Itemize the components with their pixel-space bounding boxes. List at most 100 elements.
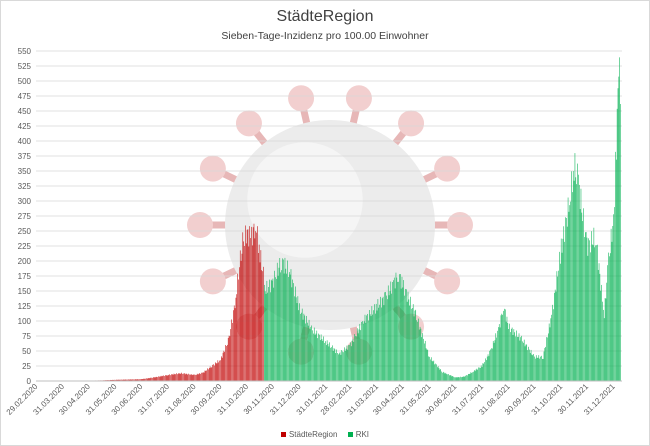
bar bbox=[346, 345, 348, 381]
bar bbox=[553, 309, 554, 381]
bar bbox=[330, 347, 331, 381]
bar bbox=[575, 177, 577, 381]
bar bbox=[301, 308, 303, 381]
spike-head bbox=[199, 155, 226, 182]
bar bbox=[171, 374, 173, 381]
bar bbox=[396, 277, 398, 381]
y-tick-label: 100 bbox=[18, 317, 32, 326]
bar bbox=[291, 287, 293, 381]
coronavirus-background-icon bbox=[187, 85, 473, 365]
bar bbox=[571, 171, 572, 381]
bar bbox=[326, 340, 328, 381]
bar bbox=[118, 379, 120, 381]
bar bbox=[323, 336, 324, 381]
bar bbox=[438, 368, 440, 381]
bar bbox=[187, 374, 188, 381]
bar bbox=[617, 88, 619, 381]
bar bbox=[236, 294, 238, 381]
bar bbox=[233, 305, 235, 381]
bar bbox=[240, 260, 242, 381]
bar bbox=[393, 277, 395, 381]
bar bbox=[297, 296, 299, 381]
bar bbox=[409, 305, 411, 381]
bar bbox=[354, 334, 355, 381]
bar bbox=[220, 360, 221, 381]
bar bbox=[288, 276, 289, 381]
bar bbox=[514, 332, 515, 381]
bar bbox=[367, 313, 368, 381]
bar bbox=[245, 225, 246, 381]
bar bbox=[581, 212, 583, 381]
bar bbox=[562, 238, 564, 381]
bar bbox=[199, 373, 201, 381]
bar bbox=[232, 322, 233, 381]
bar bbox=[171, 374, 172, 381]
bar bbox=[320, 334, 322, 381]
bar bbox=[447, 374, 448, 381]
bar bbox=[258, 253, 259, 381]
bar bbox=[489, 350, 491, 381]
bar bbox=[159, 376, 160, 381]
bar bbox=[561, 252, 563, 381]
bar bbox=[269, 279, 270, 381]
bar bbox=[192, 374, 194, 381]
bar bbox=[531, 354, 533, 381]
bar bbox=[246, 229, 248, 381]
bar bbox=[596, 245, 597, 381]
bar bbox=[214, 365, 215, 381]
bar bbox=[384, 292, 386, 381]
bar bbox=[252, 227, 254, 381]
bar bbox=[504, 309, 506, 381]
bar bbox=[578, 184, 580, 381]
bar bbox=[208, 369, 209, 381]
y-tick-label: 0 bbox=[27, 377, 32, 386]
bar bbox=[498, 324, 500, 381]
bar bbox=[165, 375, 167, 381]
bar bbox=[517, 336, 519, 381]
bar bbox=[196, 374, 197, 381]
bar bbox=[448, 374, 449, 381]
bar bbox=[347, 349, 349, 381]
bar bbox=[198, 373, 200, 381]
bar bbox=[248, 246, 250, 381]
bar bbox=[356, 336, 357, 381]
bar bbox=[483, 363, 485, 381]
bar bbox=[420, 328, 422, 381]
bar bbox=[115, 379, 116, 381]
bar bbox=[328, 346, 330, 381]
bar bbox=[357, 333, 359, 381]
y-tick-label: 125 bbox=[18, 302, 32, 311]
bar bbox=[257, 226, 258, 381]
bar bbox=[394, 288, 396, 381]
bar bbox=[221, 357, 223, 381]
bar bbox=[462, 376, 464, 381]
bar bbox=[222, 352, 224, 381]
bar bbox=[524, 346, 526, 381]
bar bbox=[391, 293, 392, 381]
bar bbox=[338, 353, 340, 381]
bar bbox=[227, 344, 228, 381]
bar bbox=[184, 374, 186, 381]
bar bbox=[227, 337, 229, 381]
bar bbox=[156, 376, 158, 381]
bar bbox=[492, 340, 494, 381]
bar bbox=[155, 376, 157, 381]
bar bbox=[251, 226, 252, 381]
bar bbox=[569, 205, 571, 381]
bar bbox=[276, 262, 278, 381]
bar bbox=[433, 360, 435, 381]
bar bbox=[417, 321, 418, 381]
bar bbox=[615, 159, 617, 381]
bar bbox=[380, 296, 381, 381]
bar bbox=[495, 333, 497, 381]
bar bbox=[530, 349, 532, 381]
bar bbox=[386, 295, 387, 381]
bar bbox=[565, 217, 566, 381]
bar bbox=[280, 272, 281, 381]
bar bbox=[610, 228, 612, 381]
bar bbox=[509, 323, 510, 381]
bar bbox=[285, 268, 287, 381]
bar bbox=[261, 270, 263, 381]
bar bbox=[437, 366, 439, 381]
